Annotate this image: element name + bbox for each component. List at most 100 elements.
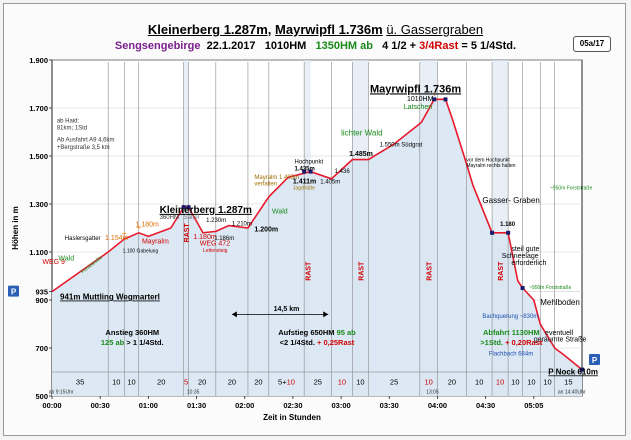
section-summary-rest: + 0,20Rast: [503, 338, 543, 347]
annotation-label: verfallen: [254, 181, 277, 187]
annotation-label: Schneelage: [502, 253, 539, 260]
annotation-label: WEG 9: [42, 259, 65, 266]
y-axis-title: Höhen in m: [11, 206, 20, 250]
annotation-label: lichter Wald: [341, 129, 383, 138]
segment-duration: 10: [424, 377, 432, 386]
parking-icon-label: P: [592, 356, 598, 365]
segment-duration: 5: [184, 377, 188, 386]
y-tick-label: 1.700: [29, 104, 48, 113]
section-summary-duration: <2 1/4Std.: [280, 338, 315, 347]
annotation-label: 1.210m: [232, 222, 252, 228]
annotation-label: ab 9:15Uhr: [49, 390, 74, 396]
waypoint-marker: [432, 97, 437, 102]
annotation-label: 1.230m: [206, 218, 226, 224]
annotation-label: 1.186m: [214, 236, 234, 242]
duration-walk: 4 1/2 +: [382, 40, 417, 52]
annotation-label: Kleinerberg 1.287m: [160, 205, 252, 216]
annotation-label: WEG 472: [200, 240, 230, 247]
segment-duration: 10: [475, 377, 483, 386]
annotation-label: geräumte Straße: [534, 336, 587, 343]
annotation-label: steil gute: [511, 246, 539, 253]
annotation-label: 1.485m: [349, 151, 373, 158]
section-summary-duration: >1Std.: [480, 338, 503, 347]
summit-cross-icon: +: [122, 229, 127, 238]
y-tick-label: 900: [35, 296, 48, 305]
x-tick-label: 03:00: [331, 401, 350, 410]
waypoint-marker: [302, 169, 307, 174]
x-tick-label: 04:30: [476, 401, 495, 410]
annotation-label: 1.180m: [193, 234, 217, 241]
rest-band: [419, 60, 438, 396]
title-mayrwipfl: Mayrwipfl 1.736m: [275, 22, 383, 37]
annotation-label: Mayralm: [142, 239, 169, 246]
annotation-label: 13:05: [426, 390, 439, 396]
y-tick-label: 1.500: [29, 152, 48, 161]
annotation-label: ~950m Forststraße: [550, 186, 593, 192]
segment-duration: 20: [198, 377, 206, 386]
segment-duration: 35: [76, 377, 84, 386]
segment-duration: 10: [496, 377, 504, 386]
section-summary-rest: + 0,25Rast: [315, 338, 355, 347]
segment-duration: 25: [390, 377, 398, 386]
y-tick-label: 935: [35, 288, 48, 297]
annotation-label: ~950m Forststraße: [529, 285, 572, 291]
rest-label: RAST: [184, 223, 191, 243]
annotation-label: 1010HM: [407, 96, 434, 103]
annotation-label: Haslersgatter: [65, 236, 101, 242]
segment-duration: 10: [527, 377, 535, 386]
section-summary-time: 125 ab > 1 1/4Std.: [101, 338, 164, 347]
title-route: ü. Gassergraben: [386, 22, 484, 37]
segment-duration: 10: [338, 377, 346, 386]
annotation-label: Mayralm rechts halten: [466, 163, 515, 169]
rest-band: [304, 60, 311, 396]
x-tick-label: 01:00: [139, 401, 158, 410]
section-summary-title: Aufstieg 650HM 95 ab: [278, 328, 356, 337]
waypoint-marker: [186, 205, 191, 210]
annotation-label: Ab Ausfahrt A9 4,6km: [57, 138, 115, 144]
segment-duration: 10: [356, 377, 364, 386]
segment-rest-duration: 10: [287, 377, 295, 386]
annotation-label: vor dem Hochpunkt: [466, 157, 510, 163]
annotation-label: Latschen: [404, 104, 433, 111]
x-tick-label: 00:00: [42, 401, 61, 410]
segment-duration: 15: [564, 377, 572, 386]
annotation-label: 1.436: [335, 169, 351, 175]
rest-band: [183, 60, 189, 396]
rest-band: [492, 60, 509, 396]
parking-icon-label: P: [11, 288, 17, 297]
rest-label: RAST: [305, 261, 312, 281]
x-axis-title: Zeit in Stunden: [263, 413, 321, 422]
section-summary-descent: 95 ab: [335, 328, 357, 337]
duration-total: = 5 1/4Std.: [461, 40, 517, 52]
y-tick-label: 500: [35, 392, 48, 401]
annotation-label: Hochpunkt: [295, 160, 324, 166]
descent-hm: 1350HM ab: [315, 40, 373, 52]
annotation-label: 1.180m: [136, 221, 160, 228]
annotation-label: 1.411m: [293, 179, 316, 186]
annotation-label: 360HM: [160, 215, 179, 221]
x-tick-label: 00:30: [91, 401, 110, 410]
annotation-label: 1.405m: [320, 180, 340, 186]
parking-icon: [589, 354, 600, 365]
page-title: Kleinerberg 1.287m, Mayrwipfl 1.736m ü. …: [0, 22, 631, 37]
annotation-label: ab Haid:: [57, 118, 80, 124]
page-subtitle: Sengsengebirge 22.1.2017 1010HM 1350HM a…: [0, 40, 631, 52]
annotation-label: P Nock 610m: [548, 367, 598, 376]
annotation-label: 941m Muttling Wegmarterl: [60, 293, 160, 302]
y-tick-label: 1.100: [29, 248, 48, 257]
annotation-label: Mayrwipfl 1.736m: [370, 83, 461, 95]
section-summary-duration: 125 ab: [101, 338, 125, 347]
region-name: Sengsengebirge: [114, 40, 201, 52]
x-tick-label: 03:30: [380, 401, 399, 410]
rest-band: [352, 60, 369, 396]
section-summary-title: Anstieg 360HM: [105, 328, 159, 337]
waypoint-marker: [506, 230, 511, 235]
title-kleinerberg: Kleinerberg 1.287m,: [147, 22, 272, 37]
annotation-label: 1.180: [500, 222, 516, 228]
y-tick-label: 700: [35, 344, 48, 353]
annotation-label: 1.200m: [254, 227, 278, 234]
section-summary-hm: Abfahrt 1130HM: [483, 328, 540, 337]
annotation-label: Bachquerung ~830m: [482, 314, 538, 320]
section-summary-time: <2 1/4Std. + 0,25Rast: [280, 338, 355, 347]
